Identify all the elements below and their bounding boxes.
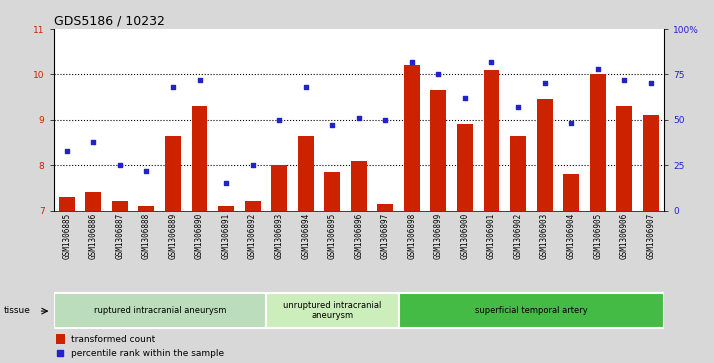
Point xyxy=(300,84,311,90)
Point xyxy=(247,162,258,168)
Point xyxy=(273,117,285,123)
Point xyxy=(459,95,471,101)
Text: tissue: tissue xyxy=(4,306,31,315)
Text: GSM1306885: GSM1306885 xyxy=(62,213,71,259)
Bar xyxy=(218,206,234,211)
Bar xyxy=(457,124,473,211)
Bar xyxy=(324,172,340,211)
Point xyxy=(486,59,497,65)
Point xyxy=(645,81,656,86)
Bar xyxy=(378,204,393,211)
Text: GSM1306906: GSM1306906 xyxy=(620,213,629,259)
Bar xyxy=(643,115,659,211)
Point xyxy=(88,139,99,144)
Text: superficial temporal artery: superficial temporal artery xyxy=(475,306,588,315)
Text: percentile rank within the sample: percentile rank within the sample xyxy=(71,349,224,358)
Point xyxy=(539,81,550,86)
Bar xyxy=(298,136,313,211)
Point xyxy=(406,59,418,65)
Bar xyxy=(112,201,128,211)
Bar xyxy=(563,174,579,211)
Text: GSM1306886: GSM1306886 xyxy=(89,213,98,259)
Point xyxy=(61,148,73,154)
Text: GSM1306902: GSM1306902 xyxy=(513,213,523,259)
Point xyxy=(353,115,365,121)
Point xyxy=(433,72,444,77)
Point xyxy=(380,117,391,123)
Text: GSM1306896: GSM1306896 xyxy=(354,213,363,259)
Text: GSM1306899: GSM1306899 xyxy=(434,213,443,259)
Point xyxy=(54,351,66,356)
Bar xyxy=(245,201,261,211)
Bar xyxy=(510,136,526,211)
Text: ruptured intracranial aneurysm: ruptured intracranial aneurysm xyxy=(94,306,226,315)
Bar xyxy=(431,90,446,211)
Text: GSM1306907: GSM1306907 xyxy=(646,213,655,259)
Point xyxy=(114,162,126,168)
Text: GSM1306903: GSM1306903 xyxy=(540,213,549,259)
Bar xyxy=(86,192,101,211)
Text: GSM1306893: GSM1306893 xyxy=(275,213,283,259)
Text: GSM1306888: GSM1306888 xyxy=(142,213,151,259)
Bar xyxy=(139,206,154,211)
FancyBboxPatch shape xyxy=(398,293,664,328)
Bar xyxy=(165,136,181,211)
Bar xyxy=(616,106,632,211)
Point xyxy=(221,180,232,186)
Text: transformed count: transformed count xyxy=(71,335,156,344)
Point xyxy=(193,77,205,83)
Text: GSM1306887: GSM1306887 xyxy=(116,213,124,259)
Bar xyxy=(590,74,605,211)
Bar xyxy=(271,165,287,211)
Text: GDS5186 / 10232: GDS5186 / 10232 xyxy=(54,15,164,28)
FancyBboxPatch shape xyxy=(54,293,266,328)
Point xyxy=(326,122,338,128)
Bar xyxy=(351,160,367,211)
Text: GSM1306897: GSM1306897 xyxy=(381,213,390,259)
Bar xyxy=(404,65,420,211)
Text: GSM1306904: GSM1306904 xyxy=(567,213,575,259)
FancyBboxPatch shape xyxy=(266,293,398,328)
Bar xyxy=(191,106,208,211)
Bar xyxy=(537,99,553,211)
Point xyxy=(618,77,630,83)
Text: unruptured intracranial
aneurysm: unruptured intracranial aneurysm xyxy=(283,301,381,320)
Text: GSM1306905: GSM1306905 xyxy=(593,213,602,259)
Bar xyxy=(56,334,66,344)
Text: GSM1306891: GSM1306891 xyxy=(221,213,231,259)
Bar xyxy=(59,197,75,211)
Point xyxy=(167,84,178,90)
Text: GSM1306892: GSM1306892 xyxy=(248,213,257,259)
Text: GSM1306894: GSM1306894 xyxy=(301,213,310,259)
Point xyxy=(565,121,577,126)
Bar xyxy=(483,70,500,211)
Point xyxy=(513,104,524,110)
Point xyxy=(141,168,152,174)
Point xyxy=(592,66,603,72)
Text: GSM1306898: GSM1306898 xyxy=(408,213,416,259)
Text: GSM1306900: GSM1306900 xyxy=(461,213,469,259)
Text: GSM1306901: GSM1306901 xyxy=(487,213,496,259)
Text: GSM1306890: GSM1306890 xyxy=(195,213,204,259)
Text: GSM1306889: GSM1306889 xyxy=(169,213,178,259)
Text: GSM1306895: GSM1306895 xyxy=(328,213,337,259)
